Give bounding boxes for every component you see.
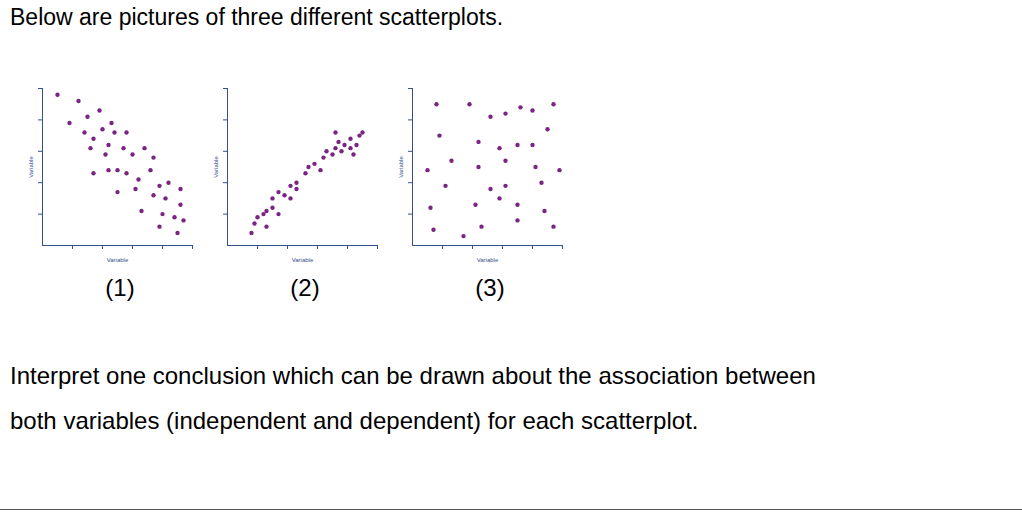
html-text:both variables (independent an: both variables (independent and dependen… [10, 407, 699, 434]
svg-text:Variable: Variable [292, 257, 314, 263]
html-text:(2): (2) [290, 274, 320, 301]
html-text:(3): (3) [475, 274, 505, 301]
svg-text:Variable: Variable [28, 156, 34, 178]
html-text:Interpret one conclusion which: Interpret one conclusion which can be dr… [10, 362, 816, 389]
svg-text:Variable: Variable [213, 156, 219, 178]
svg-text:Variable: Variable [107, 257, 129, 263]
html-text:Below are pictures of three di: Below are pictures of three different sc… [10, 4, 504, 30]
svg-text:Variable: Variable [477, 257, 499, 263]
svg-text:Variable: Variable [398, 156, 404, 178]
html-text:(1): (1) [105, 274, 135, 301]
